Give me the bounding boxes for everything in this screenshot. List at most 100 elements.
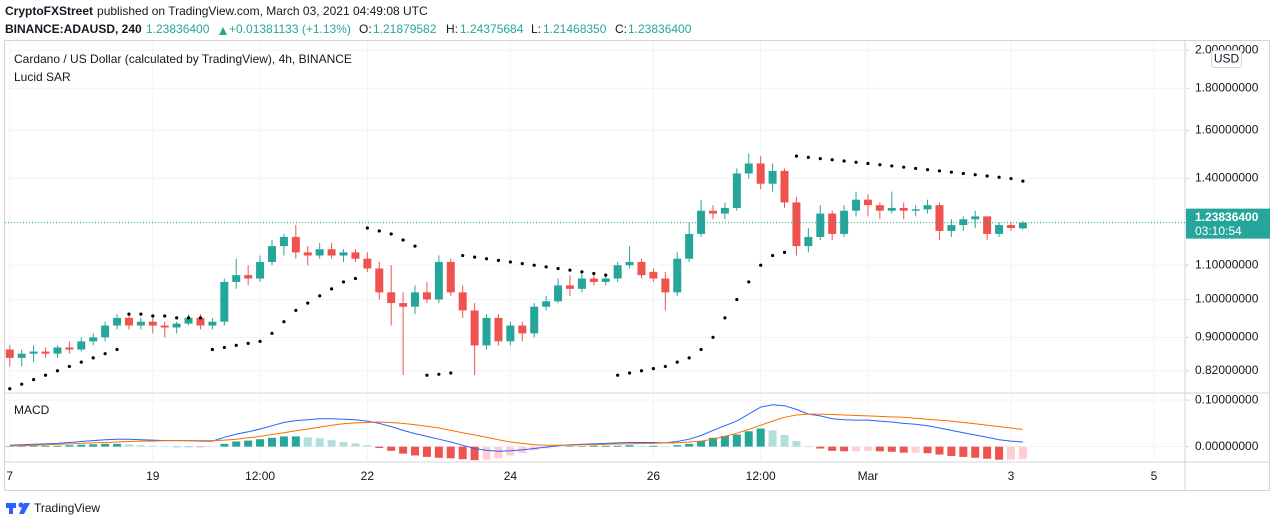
candle-body xyxy=(89,337,98,342)
sar-dot xyxy=(556,266,560,271)
y-tick-label: 1.60000000 xyxy=(1195,123,1259,137)
candle-body xyxy=(184,317,193,324)
histogram-bar xyxy=(911,446,920,453)
sar-dot xyxy=(925,168,930,172)
candle-body xyxy=(196,317,205,326)
sar-dot xyxy=(902,165,906,169)
y-tick-label: 0.00000000 xyxy=(1195,439,1259,453)
ohlc-value: 1.23836400 xyxy=(628,22,692,36)
last-price: 1.23836400 xyxy=(146,22,210,36)
histogram-bar xyxy=(780,435,789,447)
histogram-bar xyxy=(65,445,74,447)
histogram-bar xyxy=(411,446,420,456)
published: published on TradingView.com, March 03, … xyxy=(97,4,428,18)
y-tick-label: 1.00000000 xyxy=(1195,292,1259,306)
currency-box[interactable] xyxy=(1211,50,1242,68)
histogram-bar xyxy=(244,440,253,447)
symbol: BINANCE:ADAUSD, 240 xyxy=(5,22,142,36)
candle-body xyxy=(577,278,586,289)
sar-dot xyxy=(663,364,667,369)
histogram-bar xyxy=(434,446,443,458)
candle-body xyxy=(899,207,908,211)
histogram-bar xyxy=(875,446,884,452)
sar-dot xyxy=(318,294,322,298)
brand-logo xyxy=(6,502,30,514)
candle-body xyxy=(77,341,86,350)
histogram-bar xyxy=(589,445,598,447)
histogram-bar xyxy=(768,430,777,447)
candle-body xyxy=(256,261,265,279)
histogram-bar xyxy=(1006,446,1015,460)
y-tick-label: 0.82000000 xyxy=(1195,363,1259,377)
sar-dot xyxy=(520,261,524,266)
x-tick-label: 12:00 xyxy=(746,469,776,483)
candle-body xyxy=(983,216,992,234)
sar-dot xyxy=(329,287,334,291)
candle-body xyxy=(375,268,384,293)
candle-body xyxy=(601,278,610,282)
sar-dot xyxy=(651,367,656,371)
currency[interactable]: USD xyxy=(1214,52,1240,66)
histogram-bar xyxy=(661,446,670,448)
histogram-bar xyxy=(422,446,431,457)
histogram-bar xyxy=(29,445,38,447)
sar-dot xyxy=(151,314,155,318)
pane-title: Cardano / US Dollar (calculated by Tradi… xyxy=(14,52,352,66)
sar-dot xyxy=(973,173,977,177)
candle-body xyxy=(315,249,324,256)
candle-body xyxy=(613,265,622,279)
candle-body xyxy=(65,347,74,350)
histogram-bar xyxy=(637,445,646,447)
histogram-bar xyxy=(625,445,634,447)
candle-body xyxy=(530,306,539,334)
histogram-bar xyxy=(554,446,563,448)
sar-dot xyxy=(759,263,763,267)
candle-body xyxy=(971,216,980,220)
candle-body xyxy=(816,213,825,237)
histogram-bar xyxy=(339,441,348,447)
sar-dot xyxy=(961,171,965,176)
histogram-bar xyxy=(196,446,205,448)
ohlc-value: 1.24375684 xyxy=(460,22,524,36)
sar-dot xyxy=(794,154,799,158)
candle-body xyxy=(923,205,932,210)
candle-body xyxy=(542,301,551,307)
candle-body xyxy=(124,317,133,326)
sar-dot xyxy=(389,232,393,236)
histogram-bar xyxy=(732,434,741,447)
sar-dot xyxy=(532,263,536,267)
candle-body xyxy=(887,207,896,211)
histogram-bar xyxy=(792,441,801,447)
histogram-bar xyxy=(124,444,133,447)
histogram-bar xyxy=(315,438,324,447)
histogram-bar xyxy=(494,446,503,459)
candle-body xyxy=(649,271,658,279)
candle-body xyxy=(852,199,861,211)
histogram-bar xyxy=(160,446,169,448)
histogram-bar xyxy=(828,446,837,451)
histogram-bar xyxy=(720,435,729,447)
sar-dot xyxy=(103,352,107,356)
x-tick-label: 7 xyxy=(6,469,13,483)
candle-body xyxy=(637,261,646,276)
histogram-bar xyxy=(685,443,694,447)
sar-dot xyxy=(914,166,918,171)
change: +0.01381133 (+1.13%) xyxy=(229,22,351,36)
sar-dot xyxy=(246,341,250,345)
candle-body xyxy=(995,225,1004,234)
histogram-bar xyxy=(363,445,372,447)
histogram-bar xyxy=(971,446,980,458)
sar-dot xyxy=(43,373,48,377)
sar-dot xyxy=(198,316,203,320)
candle-body xyxy=(744,163,753,174)
sar-dot xyxy=(139,312,143,316)
histogram-bar xyxy=(697,441,706,447)
ohlc-value: 1.21879582 xyxy=(373,22,437,36)
candle-body xyxy=(291,236,300,253)
candle-body xyxy=(720,207,729,214)
candle-body xyxy=(935,205,944,231)
candle-body xyxy=(446,261,455,293)
candle-body xyxy=(518,325,527,334)
histogram-bar xyxy=(887,446,896,452)
histogram-bar xyxy=(935,446,944,455)
